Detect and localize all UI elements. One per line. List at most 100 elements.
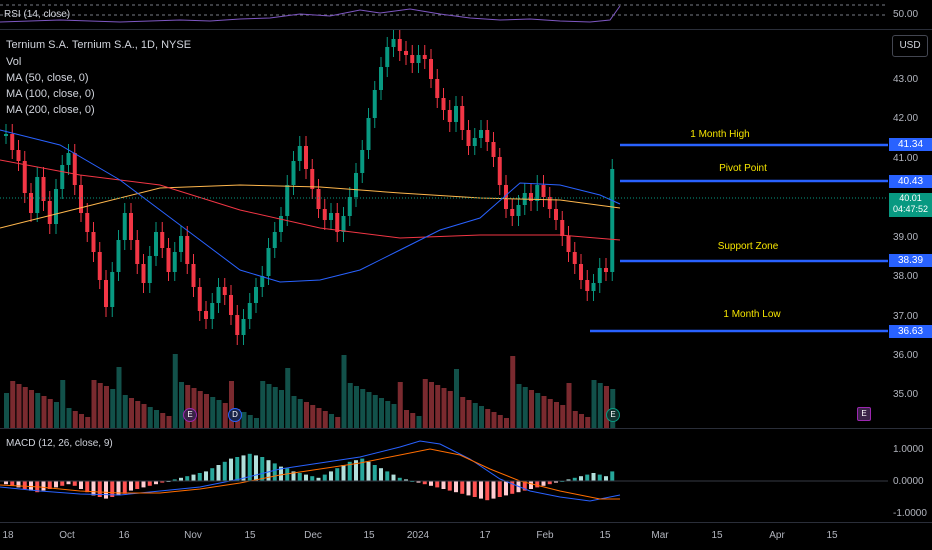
price-tick: 42.00 xyxy=(893,113,919,124)
price-tick: 41.00 xyxy=(893,153,919,164)
time-axis[interactable]: 18 Oct 16 Nov 15 Dec 15 2024 17 Feb 15 Mar 15 Apr 15 xyxy=(0,523,888,550)
macd-histogram-bar xyxy=(254,455,258,481)
time-tick: 16 xyxy=(118,530,130,541)
macd-pane[interactable] xyxy=(0,429,888,522)
time-tick: Mar xyxy=(651,530,669,541)
volume-bar xyxy=(554,402,559,428)
last-price-tag: 40.01 04:47:52 xyxy=(889,193,932,217)
level-tag-pivot: 40.43 xyxy=(889,175,932,188)
candle-body xyxy=(297,146,302,161)
rsi-pane[interactable]: RSI (14, close) xyxy=(0,0,888,28)
macd-tick: -1.0000 xyxy=(893,508,927,519)
macd-histogram-bar xyxy=(422,481,427,485)
volume-bar xyxy=(472,403,478,428)
volume-bar xyxy=(335,417,341,428)
volume-bar xyxy=(147,407,153,428)
macd-histogram-bar xyxy=(185,476,190,481)
volume-bar xyxy=(447,391,453,428)
time-tick: Oct xyxy=(59,530,75,541)
candle-body xyxy=(491,142,496,157)
candle-body xyxy=(129,213,133,240)
macd-histogram-bar xyxy=(597,474,602,481)
macd-histogram-bar xyxy=(391,474,396,481)
earnings-icon[interactable]: E xyxy=(606,408,620,422)
volume-bar xyxy=(304,402,309,428)
earnings-icon[interactable]: E xyxy=(857,407,871,421)
main-pane[interactable] xyxy=(0,29,888,428)
level-tag-month-low: 36.63 xyxy=(889,325,932,338)
macd-histogram-bar xyxy=(297,473,302,481)
pane-divider xyxy=(0,522,932,523)
rsi-line xyxy=(0,5,621,23)
price-axis[interactable] xyxy=(888,30,932,428)
candle-body xyxy=(447,110,452,122)
time-tick: Dec xyxy=(304,530,322,541)
macd-histogram-bar xyxy=(272,463,277,481)
macd-histogram-bar xyxy=(447,481,452,491)
candle-body xyxy=(354,173,358,197)
macd-histogram-bar xyxy=(479,481,483,499)
candle-body xyxy=(29,193,33,213)
volume-bar xyxy=(491,412,497,428)
volume-bar xyxy=(541,396,547,428)
candle-body xyxy=(485,130,490,142)
macd-histogram-bar xyxy=(510,481,515,494)
pane-divider[interactable] xyxy=(0,29,932,30)
candle-body xyxy=(316,189,321,209)
volume-bar xyxy=(497,415,503,428)
macd-histogram-bar xyxy=(210,468,215,481)
volume-bar xyxy=(110,389,116,428)
indicator-ma200[interactable]: MA (200, close, 0) xyxy=(6,104,95,116)
earnings-icon[interactable]: E xyxy=(183,408,197,422)
volume-bar xyxy=(260,381,266,428)
indicator-ma50[interactable]: MA (50, close, 0) xyxy=(6,72,89,84)
macd-histogram-bar xyxy=(266,460,271,481)
volume-bar xyxy=(241,412,247,428)
candle-body xyxy=(266,248,271,276)
volume-bar xyxy=(285,368,291,428)
time-tick: Nov xyxy=(184,530,202,541)
candle-body xyxy=(97,252,102,280)
macd-histogram-bar xyxy=(310,476,315,481)
indicator-ma100[interactable]: MA (100, close, 0) xyxy=(6,88,95,100)
dividend-icon[interactable]: D xyxy=(228,408,242,422)
macd-histogram-bar xyxy=(147,481,152,486)
time-tick: Apr xyxy=(769,530,785,541)
volume-bar xyxy=(10,381,16,428)
candle-body xyxy=(66,153,71,165)
volume-bar xyxy=(141,404,147,428)
volume-bar xyxy=(522,387,528,428)
volume-bar xyxy=(341,355,347,428)
volume-bar xyxy=(504,418,509,428)
pane-divider[interactable] xyxy=(0,428,932,429)
volume-bar xyxy=(66,408,72,428)
volume-bar xyxy=(254,418,259,428)
macd-histogram-bar xyxy=(491,481,496,499)
macd-histogram-bar xyxy=(441,481,446,489)
volume-bar xyxy=(435,385,441,428)
volume-bar xyxy=(166,416,172,428)
volume-bar xyxy=(291,396,297,428)
volume-bar xyxy=(572,411,578,428)
macd-histogram-bar xyxy=(316,477,321,481)
volume-bar xyxy=(360,389,366,428)
candle-body xyxy=(172,252,177,272)
candle-body xyxy=(429,59,433,79)
macd-histogram-bar xyxy=(247,453,252,481)
candle-body xyxy=(404,51,408,55)
indicator-vol[interactable]: Vol xyxy=(6,56,22,68)
candle-body xyxy=(110,272,115,307)
volume-bar xyxy=(122,395,128,428)
volume-bar xyxy=(422,379,428,428)
macd-histogram-bar xyxy=(116,481,121,496)
macd-histogram-bar xyxy=(429,481,433,486)
time-tick: 18 xyxy=(2,530,14,541)
macd-histogram-bar xyxy=(566,479,571,481)
candle-body xyxy=(460,106,465,130)
volume-bar xyxy=(279,390,284,428)
currency-button[interactable]: USD xyxy=(892,35,928,57)
time-tick: 15 xyxy=(826,530,838,541)
volume-bar xyxy=(579,414,584,428)
price-tick: 38.00 xyxy=(893,271,919,282)
candle-body xyxy=(560,220,565,236)
